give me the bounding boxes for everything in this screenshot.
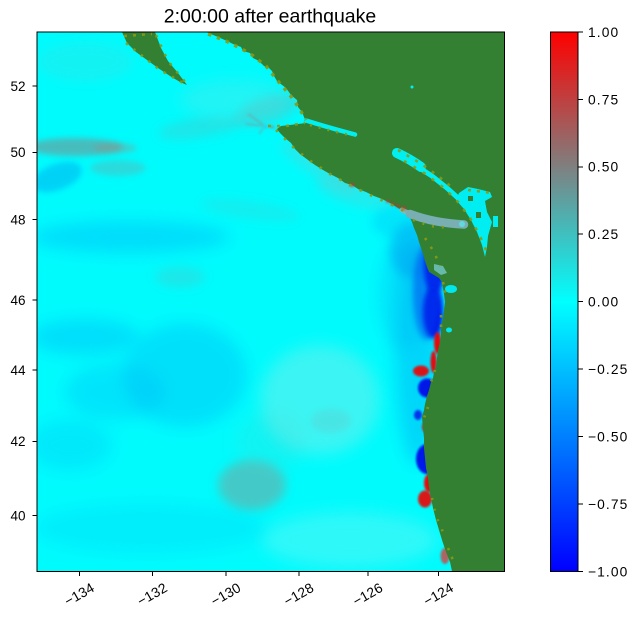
svg-text:52: 52 bbox=[10, 79, 25, 94]
svg-text:40: 40 bbox=[10, 509, 25, 524]
svg-text:1.00: 1.00 bbox=[588, 25, 619, 40]
svg-text:−1.00: −1.00 bbox=[588, 564, 628, 579]
svg-text:46: 46 bbox=[10, 293, 25, 308]
svg-text:−0.25: −0.25 bbox=[588, 362, 628, 377]
svg-text:−126: −126 bbox=[350, 580, 385, 609]
svg-text:2:00:00 after earthquake: 2:00:00 after earthquake bbox=[164, 6, 377, 28]
svg-text:0.25: 0.25 bbox=[588, 227, 619, 242]
svg-text:−0.75: −0.75 bbox=[588, 497, 628, 512]
svg-text:44: 44 bbox=[10, 363, 26, 378]
svg-text:−130: −130 bbox=[208, 580, 243, 609]
svg-text:−134: −134 bbox=[62, 580, 97, 609]
svg-text:0.75: 0.75 bbox=[588, 92, 619, 107]
svg-text:−128: −128 bbox=[281, 580, 316, 609]
svg-text:−0.50: −0.50 bbox=[588, 429, 628, 444]
svg-text:50: 50 bbox=[10, 145, 25, 160]
svg-text:−124: −124 bbox=[421, 580, 456, 609]
svg-text:0.00: 0.00 bbox=[588, 295, 619, 310]
svg-text:48: 48 bbox=[10, 212, 25, 227]
svg-text:−132: −132 bbox=[135, 580, 170, 609]
svg-text:0.50: 0.50 bbox=[588, 160, 619, 175]
svg-text:42: 42 bbox=[10, 434, 25, 449]
